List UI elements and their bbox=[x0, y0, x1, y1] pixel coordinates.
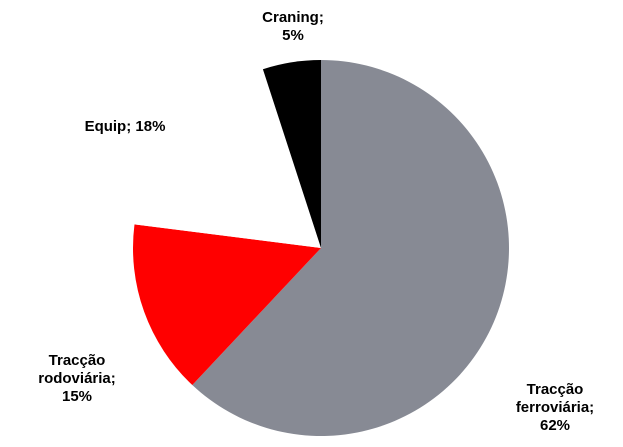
pie-slice bbox=[134, 69, 321, 248]
pie-slice bbox=[133, 224, 321, 386]
data-label: Tracção rodoviária; 15% bbox=[38, 352, 116, 405]
pie-slice bbox=[192, 60, 509, 436]
data-label: Tracção ferroviária; 62% bbox=[516, 381, 594, 434]
pie-slice bbox=[262, 60, 321, 248]
data-label: Equip; 18% bbox=[85, 118, 166, 135]
data-label: Craning; 5% bbox=[262, 9, 324, 44]
